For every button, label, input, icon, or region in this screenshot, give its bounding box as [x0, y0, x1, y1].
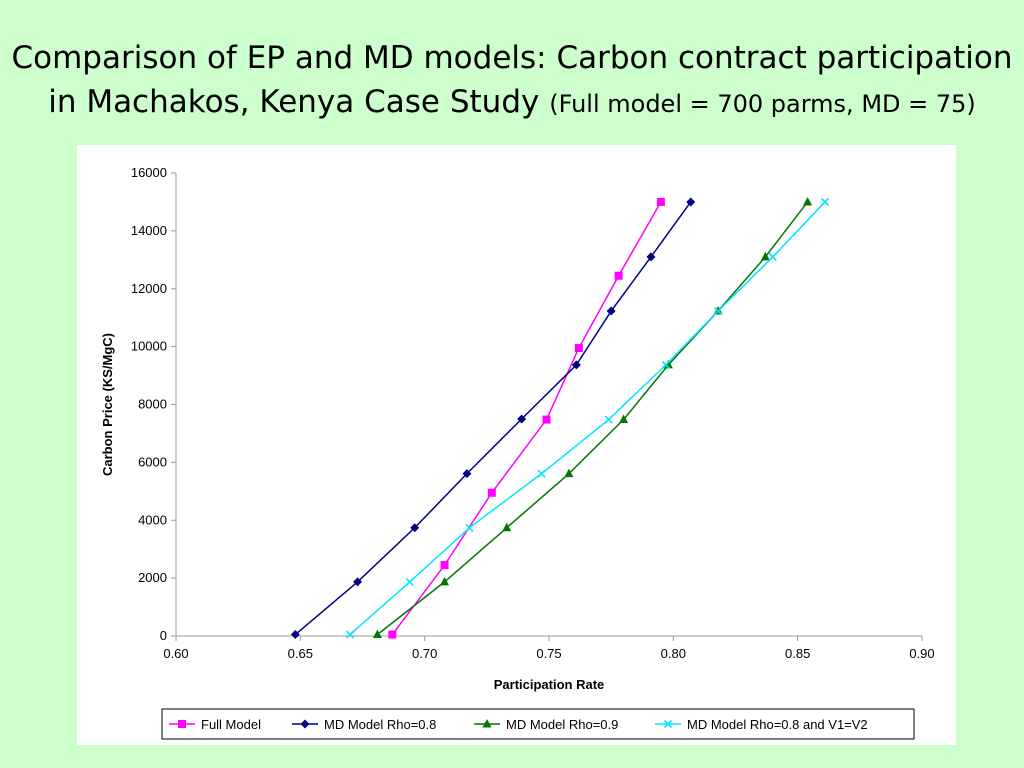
data-point [760, 251, 770, 261]
data-point [604, 415, 613, 424]
x-axis-title: Participation Rate [494, 677, 605, 692]
data-point [542, 415, 551, 424]
title-line-1: Comparison of EP and MD models: Carbon c… [11, 40, 1013, 76]
legend-marker [300, 719, 310, 729]
x-tick-label: 0.70 [412, 646, 437, 661]
x-tick-label: 0.85 [785, 646, 810, 661]
data-point [440, 561, 449, 570]
series-line [349, 201, 826, 636]
data-point [487, 488, 496, 497]
legend-marker [178, 720, 186, 728]
y-axis-title: Carbon Price (KS/MgC) [100, 333, 115, 476]
data-point [564, 468, 574, 478]
data-point [440, 576, 450, 586]
y-tick-label: 16000 [131, 165, 167, 180]
data-point [462, 469, 472, 479]
data-point [686, 197, 696, 207]
series-4 [346, 197, 830, 639]
axes: 0 2000 4000 6000 8000 10000 12000 14000 16000 0.6… [131, 165, 935, 661]
legend: Full Model MD Model Rho=0.8 MD Model Rho=0… [161, 708, 915, 740]
data-point [571, 360, 581, 370]
legend-marker [663, 719, 673, 729]
data-point [405, 577, 414, 586]
data-point [803, 196, 813, 206]
y-tick-label: 6000 [138, 454, 167, 469]
series-line [294, 201, 692, 636]
data-point [410, 523, 420, 533]
line-chart: 0 2000 4000 6000 8000 10000 12000 14000 16000 0.6… [100, 165, 935, 740]
legend-label: MD Model Rho=0.8 and V1=V2 [687, 717, 868, 732]
y-tick-label: 14000 [131, 223, 167, 238]
data-point [346, 630, 355, 639]
data-point [502, 522, 512, 532]
y-tick-label: 4000 [138, 512, 167, 527]
x-tick-label: 0.75 [536, 646, 561, 661]
data-point [574, 344, 583, 353]
data-point [661, 360, 670, 369]
data-point [353, 577, 363, 587]
y-tick-label: 10000 [131, 339, 167, 354]
data-point [646, 252, 656, 262]
data-point [537, 469, 546, 478]
x-tick-label: 0.80 [661, 646, 686, 661]
x-tick-label: 0.65 [288, 646, 313, 661]
data-point [768, 252, 777, 261]
series-1 [388, 197, 665, 639]
title-subtitle: (Full model = 700 parms, MD = 75) [549, 90, 976, 118]
legend-marker [482, 719, 492, 728]
legend-item: MD Model Rho=0.8 [292, 717, 436, 732]
data-point [517, 414, 527, 424]
title-line-2-main: in Machakos, Kenya Case Study [48, 84, 540, 120]
series-layer [290, 196, 830, 640]
data-point [619, 414, 629, 424]
y-tick-label: 0 [160, 628, 167, 643]
data-point [820, 197, 830, 207]
data-point [663, 359, 673, 369]
y-tick-label: 2000 [138, 570, 167, 585]
data-point [606, 306, 616, 316]
legend-box [161, 708, 915, 740]
x-tick-label: 0.90 [909, 646, 934, 661]
series-line [391, 201, 662, 636]
title-line-2: in Machakos, Kenya Case Study (Full mode… [0, 80, 1024, 126]
x-tick-label: 0.60 [163, 646, 188, 661]
legend-label: MD Model Rho=0.8 [324, 717, 436, 732]
data-point [465, 523, 474, 532]
legend-item: MD Model Rho=0.8 and V1=V2 [655, 717, 868, 732]
data-point [614, 271, 623, 280]
slide-title: Comparison of EP and MD models: Carbon c… [0, 36, 1024, 126]
data-point [372, 629, 382, 639]
legend-item: MD Model Rho=0.9 [474, 717, 618, 732]
y-tick-label: 8000 [138, 397, 167, 412]
y-tick-label: 12000 [131, 281, 167, 296]
data-point [656, 197, 665, 206]
chart-panel: 0 2000 4000 6000 8000 10000 12000 14000 16000 0.6… [77, 145, 956, 745]
legend-item: Full Model [169, 717, 261, 732]
series-2 [290, 197, 696, 640]
data-point [388, 630, 397, 639]
legend-label: Full Model [201, 717, 261, 732]
data-point [290, 630, 300, 640]
legend-label: MD Model Rho=0.9 [506, 717, 618, 732]
data-point [714, 306, 723, 316]
